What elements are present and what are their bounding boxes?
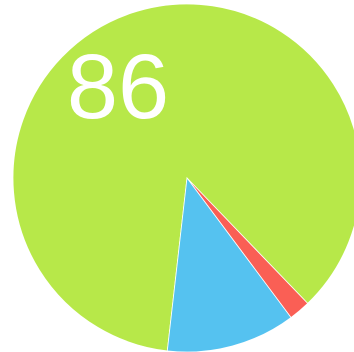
slice-value-label: 86: [67, 36, 169, 138]
pie-slices: [12, 3, 354, 352]
pie-slice-1: [12, 3, 354, 352]
pie-slice-3: [166, 176, 292, 352]
